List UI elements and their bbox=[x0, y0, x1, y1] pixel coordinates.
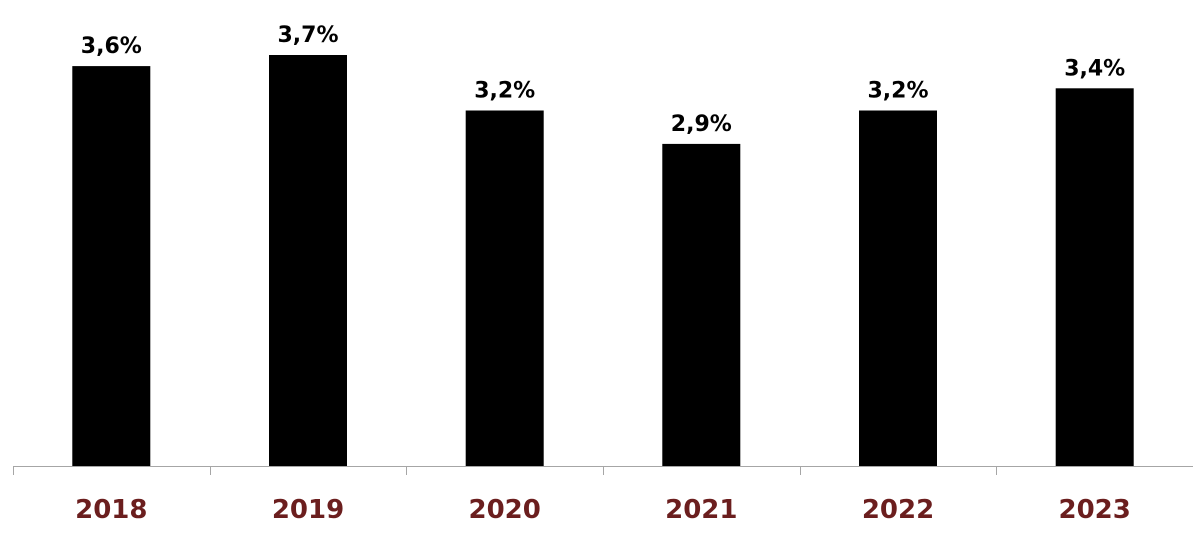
x-axis-ticks bbox=[13, 466, 997, 475]
x-tick-label-2021: 2021 bbox=[665, 495, 737, 525]
data-label-2021: 2,9% bbox=[671, 112, 732, 137]
x-tick-label-2023: 2023 bbox=[1059, 495, 1131, 525]
bars-group bbox=[72, 55, 1134, 467]
data-label-2023: 3,4% bbox=[1064, 56, 1125, 81]
bar-2022 bbox=[859, 110, 937, 466]
x-tick-label-2020: 2020 bbox=[469, 495, 541, 525]
bar-2020 bbox=[465, 110, 544, 466]
category-labels-group: 2018 2019 2020 2021 2022 2023 bbox=[75, 495, 1131, 525]
x-tick-label-2018: 2018 bbox=[75, 495, 147, 525]
x-tick-label-2022: 2022 bbox=[862, 495, 934, 525]
x-tick-label-2019: 2019 bbox=[272, 495, 344, 525]
bar-2023 bbox=[1055, 88, 1134, 467]
data-label-2022: 3,2% bbox=[867, 79, 928, 104]
bar-2021 bbox=[662, 143, 741, 466]
data-label-2019: 3,7% bbox=[277, 23, 338, 48]
bar-2019 bbox=[269, 55, 347, 466]
bar-2018 bbox=[72, 66, 151, 466]
value-labels-group: 3,6% 3,7% 3,2% 2,9% 3,2% 3,4% bbox=[81, 23, 1125, 137]
data-label-2018: 3,6% bbox=[81, 34, 142, 59]
data-label-2020: 3,2% bbox=[474, 79, 535, 104]
